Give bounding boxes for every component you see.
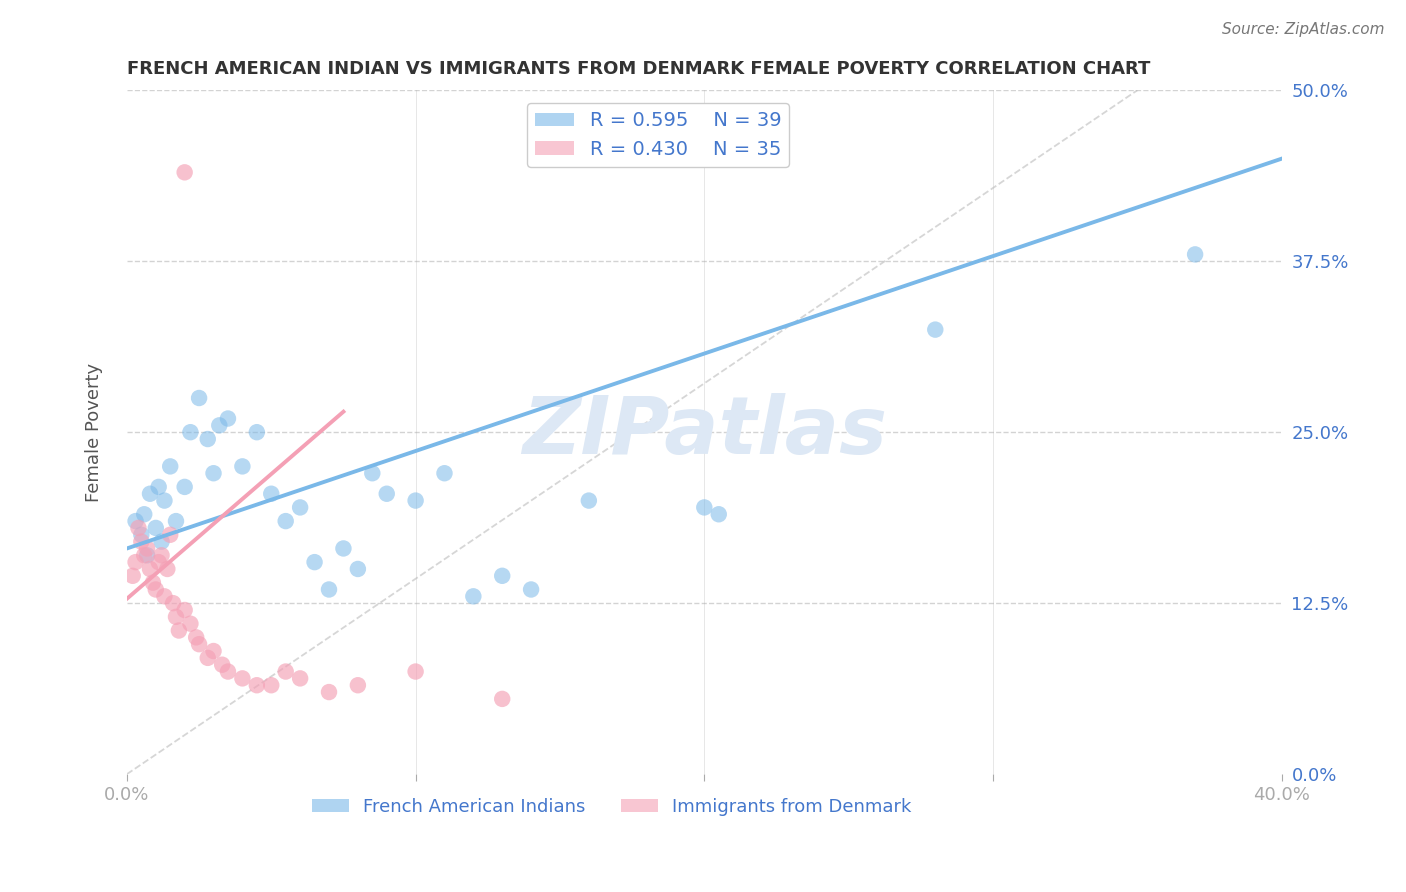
Point — [188, 391, 211, 405]
Point — [159, 528, 181, 542]
Point — [127, 521, 149, 535]
Text: ZIPatlas: ZIPatlas — [522, 393, 887, 471]
Point — [260, 487, 283, 501]
Point — [197, 432, 219, 446]
Point — [231, 459, 253, 474]
Point — [202, 644, 225, 658]
Point — [361, 467, 384, 481]
Point — [375, 487, 398, 501]
Point — [405, 665, 427, 679]
Text: Source: ZipAtlas.com: Source: ZipAtlas.com — [1222, 22, 1385, 37]
Point — [197, 651, 219, 665]
Point — [491, 569, 513, 583]
Point — [159, 459, 181, 474]
Point — [179, 425, 201, 440]
Point — [217, 665, 239, 679]
Point — [173, 603, 195, 617]
Point — [274, 514, 297, 528]
Point — [150, 534, 173, 549]
Point — [924, 323, 946, 337]
Point — [188, 637, 211, 651]
Point — [165, 514, 187, 528]
Point — [208, 418, 231, 433]
Point — [153, 493, 176, 508]
Point — [145, 582, 167, 597]
Point — [134, 549, 156, 563]
Point — [520, 582, 543, 597]
Point — [136, 541, 159, 556]
Point — [179, 616, 201, 631]
Point — [173, 165, 195, 179]
Point — [491, 692, 513, 706]
Point — [142, 575, 165, 590]
Point — [202, 467, 225, 481]
Point — [304, 555, 326, 569]
Point — [139, 562, 162, 576]
Point — [124, 555, 146, 569]
Point — [463, 590, 485, 604]
Point — [288, 672, 311, 686]
Point — [1184, 247, 1206, 261]
Point — [162, 596, 184, 610]
Point — [693, 500, 716, 515]
Point — [156, 562, 179, 576]
Y-axis label: Female Poverty: Female Poverty — [86, 363, 103, 502]
Point — [433, 467, 456, 481]
Point — [405, 493, 427, 508]
Legend: French American Indians, Immigrants from Denmark: French American Indians, Immigrants from… — [305, 791, 918, 823]
Point — [131, 534, 153, 549]
Point — [124, 514, 146, 528]
Point — [167, 624, 190, 638]
Point — [173, 480, 195, 494]
Point — [131, 528, 153, 542]
Point — [148, 555, 170, 569]
Point — [148, 480, 170, 494]
Point — [332, 541, 354, 556]
Point — [288, 500, 311, 515]
Point — [707, 508, 730, 522]
Point — [246, 425, 269, 440]
Point — [153, 590, 176, 604]
Point — [246, 678, 269, 692]
Point — [134, 508, 156, 522]
Point — [231, 672, 253, 686]
Point — [121, 569, 143, 583]
Point — [186, 631, 208, 645]
Point — [318, 582, 340, 597]
Point — [165, 610, 187, 624]
Point — [150, 549, 173, 563]
Text: FRENCH AMERICAN INDIAN VS IMMIGRANTS FROM DENMARK FEMALE POVERTY CORRELATION CHA: FRENCH AMERICAN INDIAN VS IMMIGRANTS FRO… — [127, 60, 1150, 78]
Point — [578, 493, 600, 508]
Point — [139, 487, 162, 501]
Point — [136, 549, 159, 563]
Point — [347, 562, 370, 576]
Point — [260, 678, 283, 692]
Point — [211, 657, 233, 672]
Point — [145, 521, 167, 535]
Point — [318, 685, 340, 699]
Point — [347, 678, 370, 692]
Point — [274, 665, 297, 679]
Point — [217, 411, 239, 425]
